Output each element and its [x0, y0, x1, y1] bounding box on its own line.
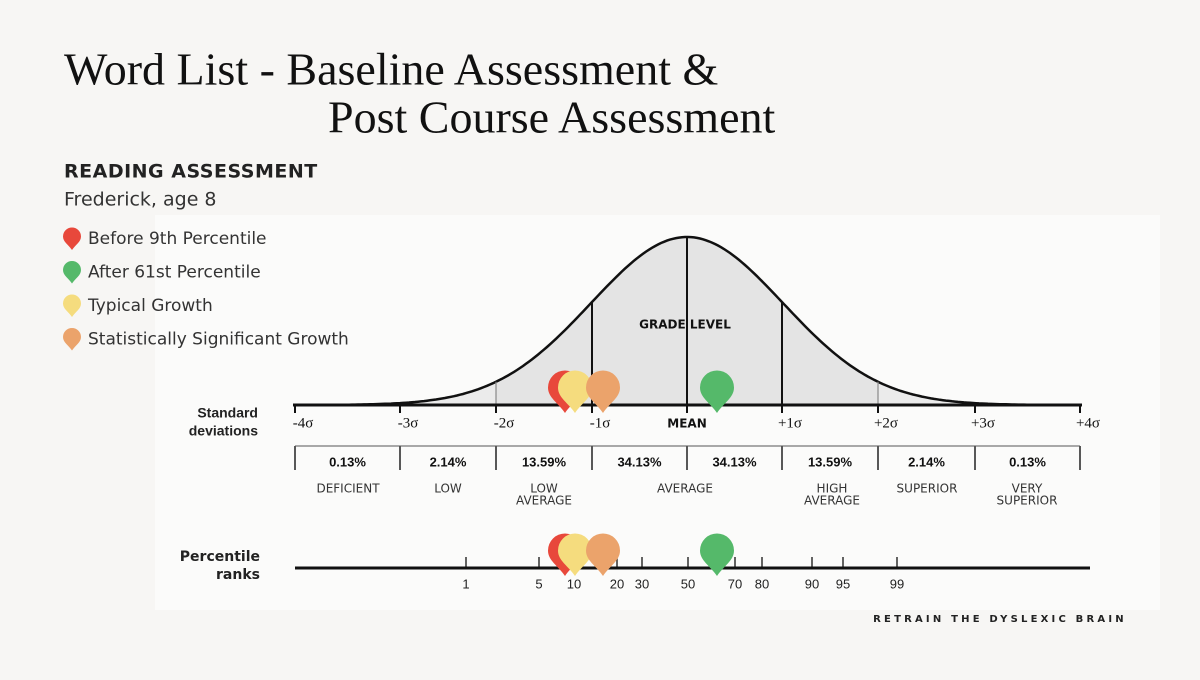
marker-pin — [63, 261, 81, 284]
marker-pin — [63, 294, 81, 317]
sd-label: deviations — [189, 423, 258, 439]
sigma-label: +4σ — [1076, 415, 1100, 431]
sigma-label: -2σ — [494, 415, 515, 431]
marker-pin — [558, 370, 592, 413]
percentage: 0.13% — [329, 454, 366, 469]
legend-label: Statistically Significant Growth — [88, 330, 349, 350]
percentile-tick-label: 20 — [610, 576, 624, 591]
sigma-label: MEAN — [667, 417, 706, 431]
subtitle: Frederick, age 8 — [64, 189, 217, 211]
percentile-tick-label: 10 — [567, 576, 581, 591]
marker-pin — [63, 328, 81, 351]
percentage: 13.59% — [808, 454, 853, 469]
percentile-tick-label: 5 — [535, 576, 542, 591]
percentile-tick-label: 80 — [755, 576, 769, 591]
legend-label: Before 9th Percentile — [88, 229, 267, 249]
heading: READING ASSESSMENT — [64, 161, 318, 183]
percentile-tick-label: 99 — [890, 576, 904, 591]
percentage: 13.59% — [522, 454, 567, 469]
marker-pin — [558, 533, 592, 576]
percentile-tick-label: 30 — [635, 576, 649, 591]
category: SUPERIOR — [997, 494, 1058, 508]
marker-pin — [700, 370, 734, 413]
percentile-tick-label: 50 — [681, 576, 695, 591]
legend-label: After 61st Percentile — [88, 263, 261, 283]
category: LOW — [530, 482, 558, 496]
title-line: Post Course Assessment — [328, 92, 775, 143]
percentile-label: ranks — [216, 567, 260, 583]
percentage: 0.13% — [1009, 454, 1046, 469]
marker-pin — [586, 533, 620, 576]
percentile-tick-label: 70 — [728, 576, 742, 591]
percentile-tick-label: 95 — [836, 576, 850, 591]
percentage: 34.13% — [617, 454, 662, 469]
legend-label: Typical Growth — [87, 296, 213, 316]
percentile-tick-label: 90 — [805, 576, 819, 591]
sigma-label: -1σ — [590, 415, 611, 431]
category: DEFICIENT — [316, 482, 380, 496]
sigma-label: -3σ — [398, 415, 419, 431]
title-line: Word List - Baseline Assessment & — [64, 44, 718, 95]
percentile-tick-label: 1 — [462, 576, 469, 591]
marker-pin — [700, 533, 734, 576]
percentage: 34.13% — [712, 454, 757, 469]
category: VERY — [1012, 482, 1043, 496]
sigma-label: +1σ — [778, 415, 802, 431]
sigma-label: +3σ — [971, 415, 995, 431]
percentage: 2.14% — [908, 454, 945, 469]
percentile-label: Percentile — [180, 549, 260, 565]
category: AVERAGE — [516, 494, 572, 508]
sigma-label: -4σ — [293, 415, 314, 431]
percentage: 2.14% — [430, 454, 467, 469]
category: AVERAGE — [804, 494, 860, 508]
sigma-label: +2σ — [874, 415, 898, 431]
marker-pin — [586, 370, 620, 413]
marker-pin — [63, 227, 81, 250]
category: HIGH — [817, 482, 848, 496]
category: LOW — [434, 482, 462, 496]
category: AVERAGE — [657, 482, 713, 496]
footer: RETRAIN THE DYSLEXIC BRAIN — [873, 614, 1127, 625]
category: SUPERIOR — [897, 482, 958, 496]
sd-label: Standard — [197, 405, 258, 421]
grade-level: GRADE LEVEL — [639, 318, 731, 332]
